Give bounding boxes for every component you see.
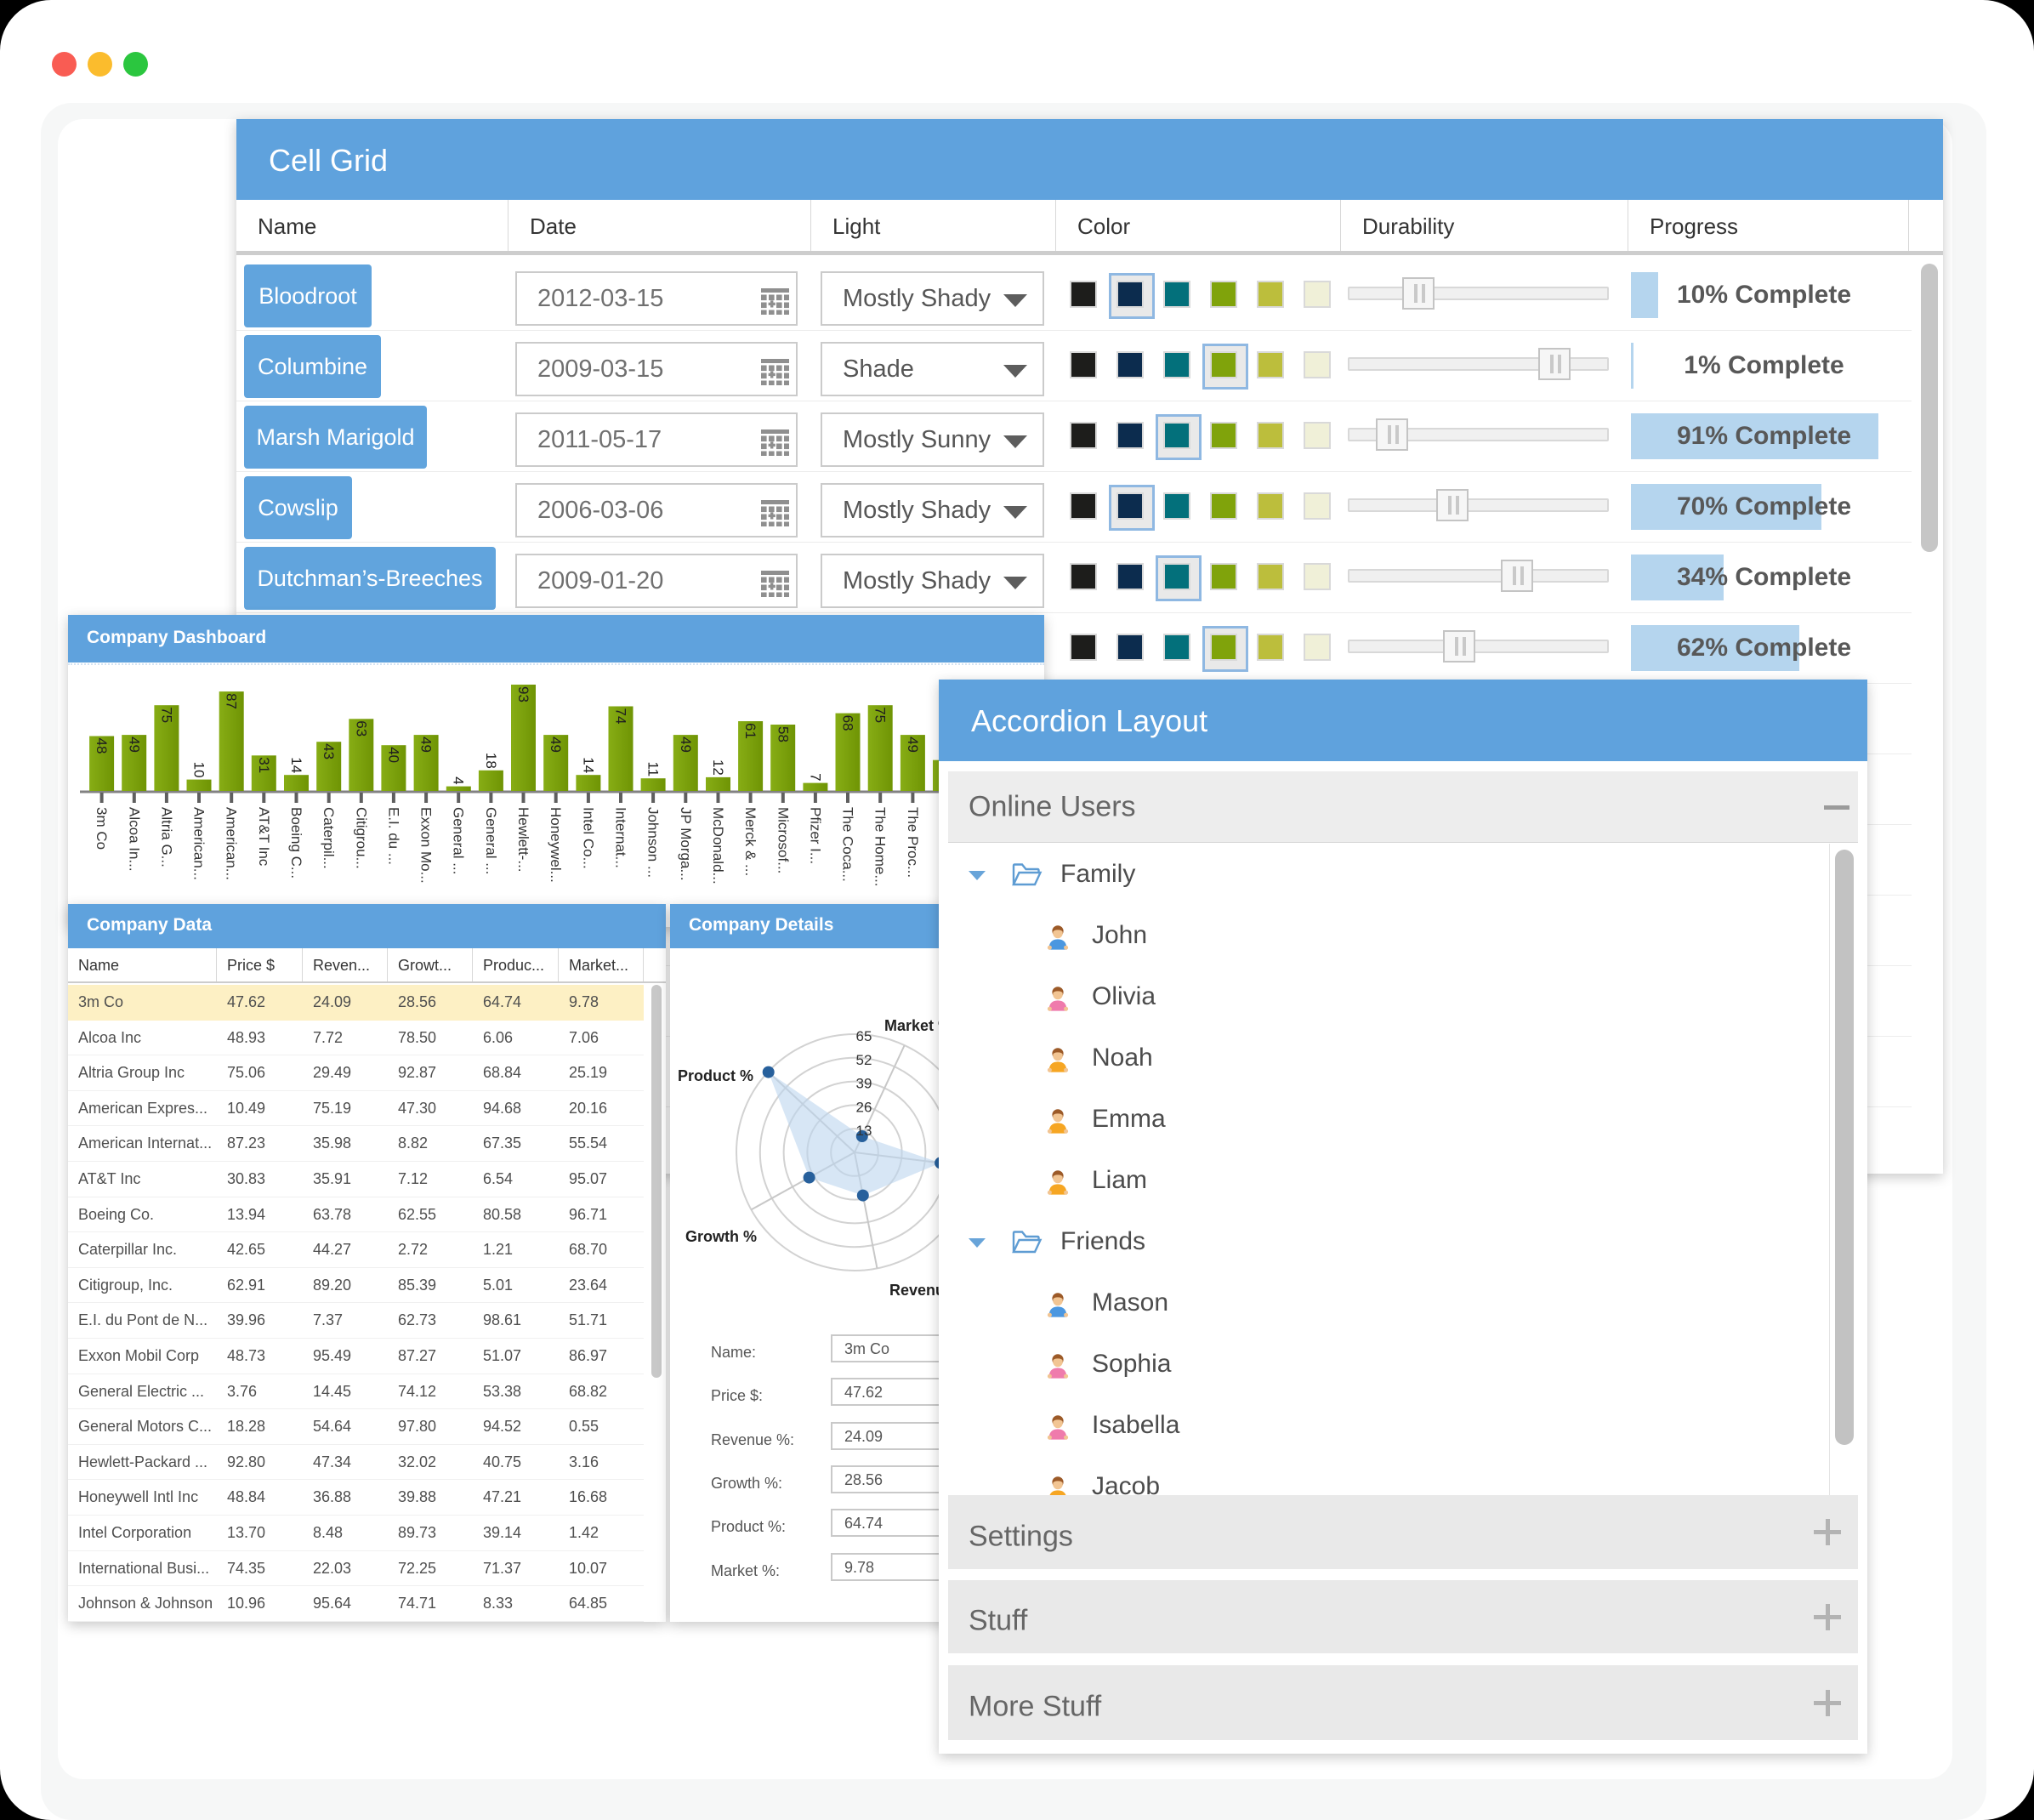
svg-text:Intel Co...: Intel Co...	[580, 807, 596, 869]
svg-text:AT&T Inc: AT&T Inc	[256, 807, 272, 867]
svg-text:Boeing C...: Boeing C...	[288, 807, 304, 879]
svg-text:The Coca...: The Coca...	[840, 807, 856, 882]
svg-text:49: 49	[126, 737, 142, 753]
svg-text:61: 61	[742, 723, 758, 739]
svg-text:Growth %: Growth %	[685, 1228, 757, 1245]
svg-text:Internat...: Internat...	[613, 807, 629, 868]
svg-text:American...: American...	[191, 807, 207, 880]
svg-text:McDonald...: McDonald...	[710, 807, 726, 884]
svg-text:43: 43	[321, 743, 337, 759]
svg-text:31: 31	[256, 757, 272, 773]
svg-text:18: 18	[483, 753, 499, 769]
svg-text:JP Morga...: JP Morga...	[678, 807, 694, 881]
svg-text:The Home...: The Home...	[872, 807, 889, 887]
svg-text:48: 48	[94, 738, 110, 754]
svg-text:7: 7	[807, 773, 823, 781]
svg-text:39: 39	[856, 1076, 872, 1092]
svg-text:49: 49	[418, 737, 435, 753]
svg-text:40: 40	[385, 747, 401, 763]
svg-text:Microsof...: Microsof...	[775, 807, 791, 873]
svg-text:Pfizer I...: Pfizer I...	[807, 807, 823, 864]
svg-text:Johnson ...: Johnson ...	[645, 807, 662, 878]
svg-text:Product %: Product %	[678, 1067, 753, 1084]
svg-text:14: 14	[580, 757, 596, 773]
svg-text:65: 65	[856, 1028, 872, 1044]
svg-text:Market %: Market %	[884, 1017, 952, 1034]
svg-text:General ...: General ...	[451, 807, 467, 874]
svg-text:26: 26	[856, 1099, 872, 1115]
svg-text:87: 87	[224, 693, 240, 709]
svg-text:74: 74	[613, 708, 629, 725]
svg-text:52: 52	[856, 1052, 872, 1068]
svg-text:Hewlett-...: Hewlett-...	[515, 807, 531, 873]
svg-text:75: 75	[872, 707, 889, 723]
svg-text:68: 68	[840, 715, 856, 731]
svg-text:E.I. du ...: E.I. du ...	[385, 807, 401, 865]
svg-text:93: 93	[515, 686, 531, 702]
svg-text:49: 49	[905, 737, 921, 753]
svg-text:49: 49	[678, 737, 694, 753]
svg-text:General ...: General ...	[483, 807, 499, 874]
svg-text:Citigrou...: Citigrou...	[353, 807, 369, 869]
svg-text:14: 14	[288, 757, 304, 773]
svg-text:3m Co: 3m Co	[94, 807, 110, 850]
svg-text:75: 75	[158, 707, 174, 723]
svg-text:10: 10	[191, 762, 207, 778]
svg-text:11: 11	[645, 762, 662, 777]
svg-text:Caterpil...: Caterpil...	[321, 807, 337, 869]
svg-text:12: 12	[710, 759, 726, 776]
svg-text:49: 49	[548, 737, 564, 753]
svg-text:Merck & ...: Merck & ...	[742, 807, 758, 876]
svg-text:Exxon Mo...: Exxon Mo...	[418, 807, 435, 884]
svg-text:Altria G...: Altria G...	[158, 807, 174, 867]
svg-text:The Proc...: The Proc...	[905, 807, 921, 878]
svg-text:58: 58	[775, 726, 791, 742]
svg-text:American...: American...	[224, 807, 240, 880]
svg-text:Alcoa In...: Alcoa In...	[126, 807, 142, 872]
svg-text:13: 13	[856, 1123, 872, 1139]
svg-text:Honeywel...: Honeywel...	[548, 807, 564, 883]
svg-text:63: 63	[353, 720, 369, 737]
svg-text:4: 4	[451, 776, 467, 784]
